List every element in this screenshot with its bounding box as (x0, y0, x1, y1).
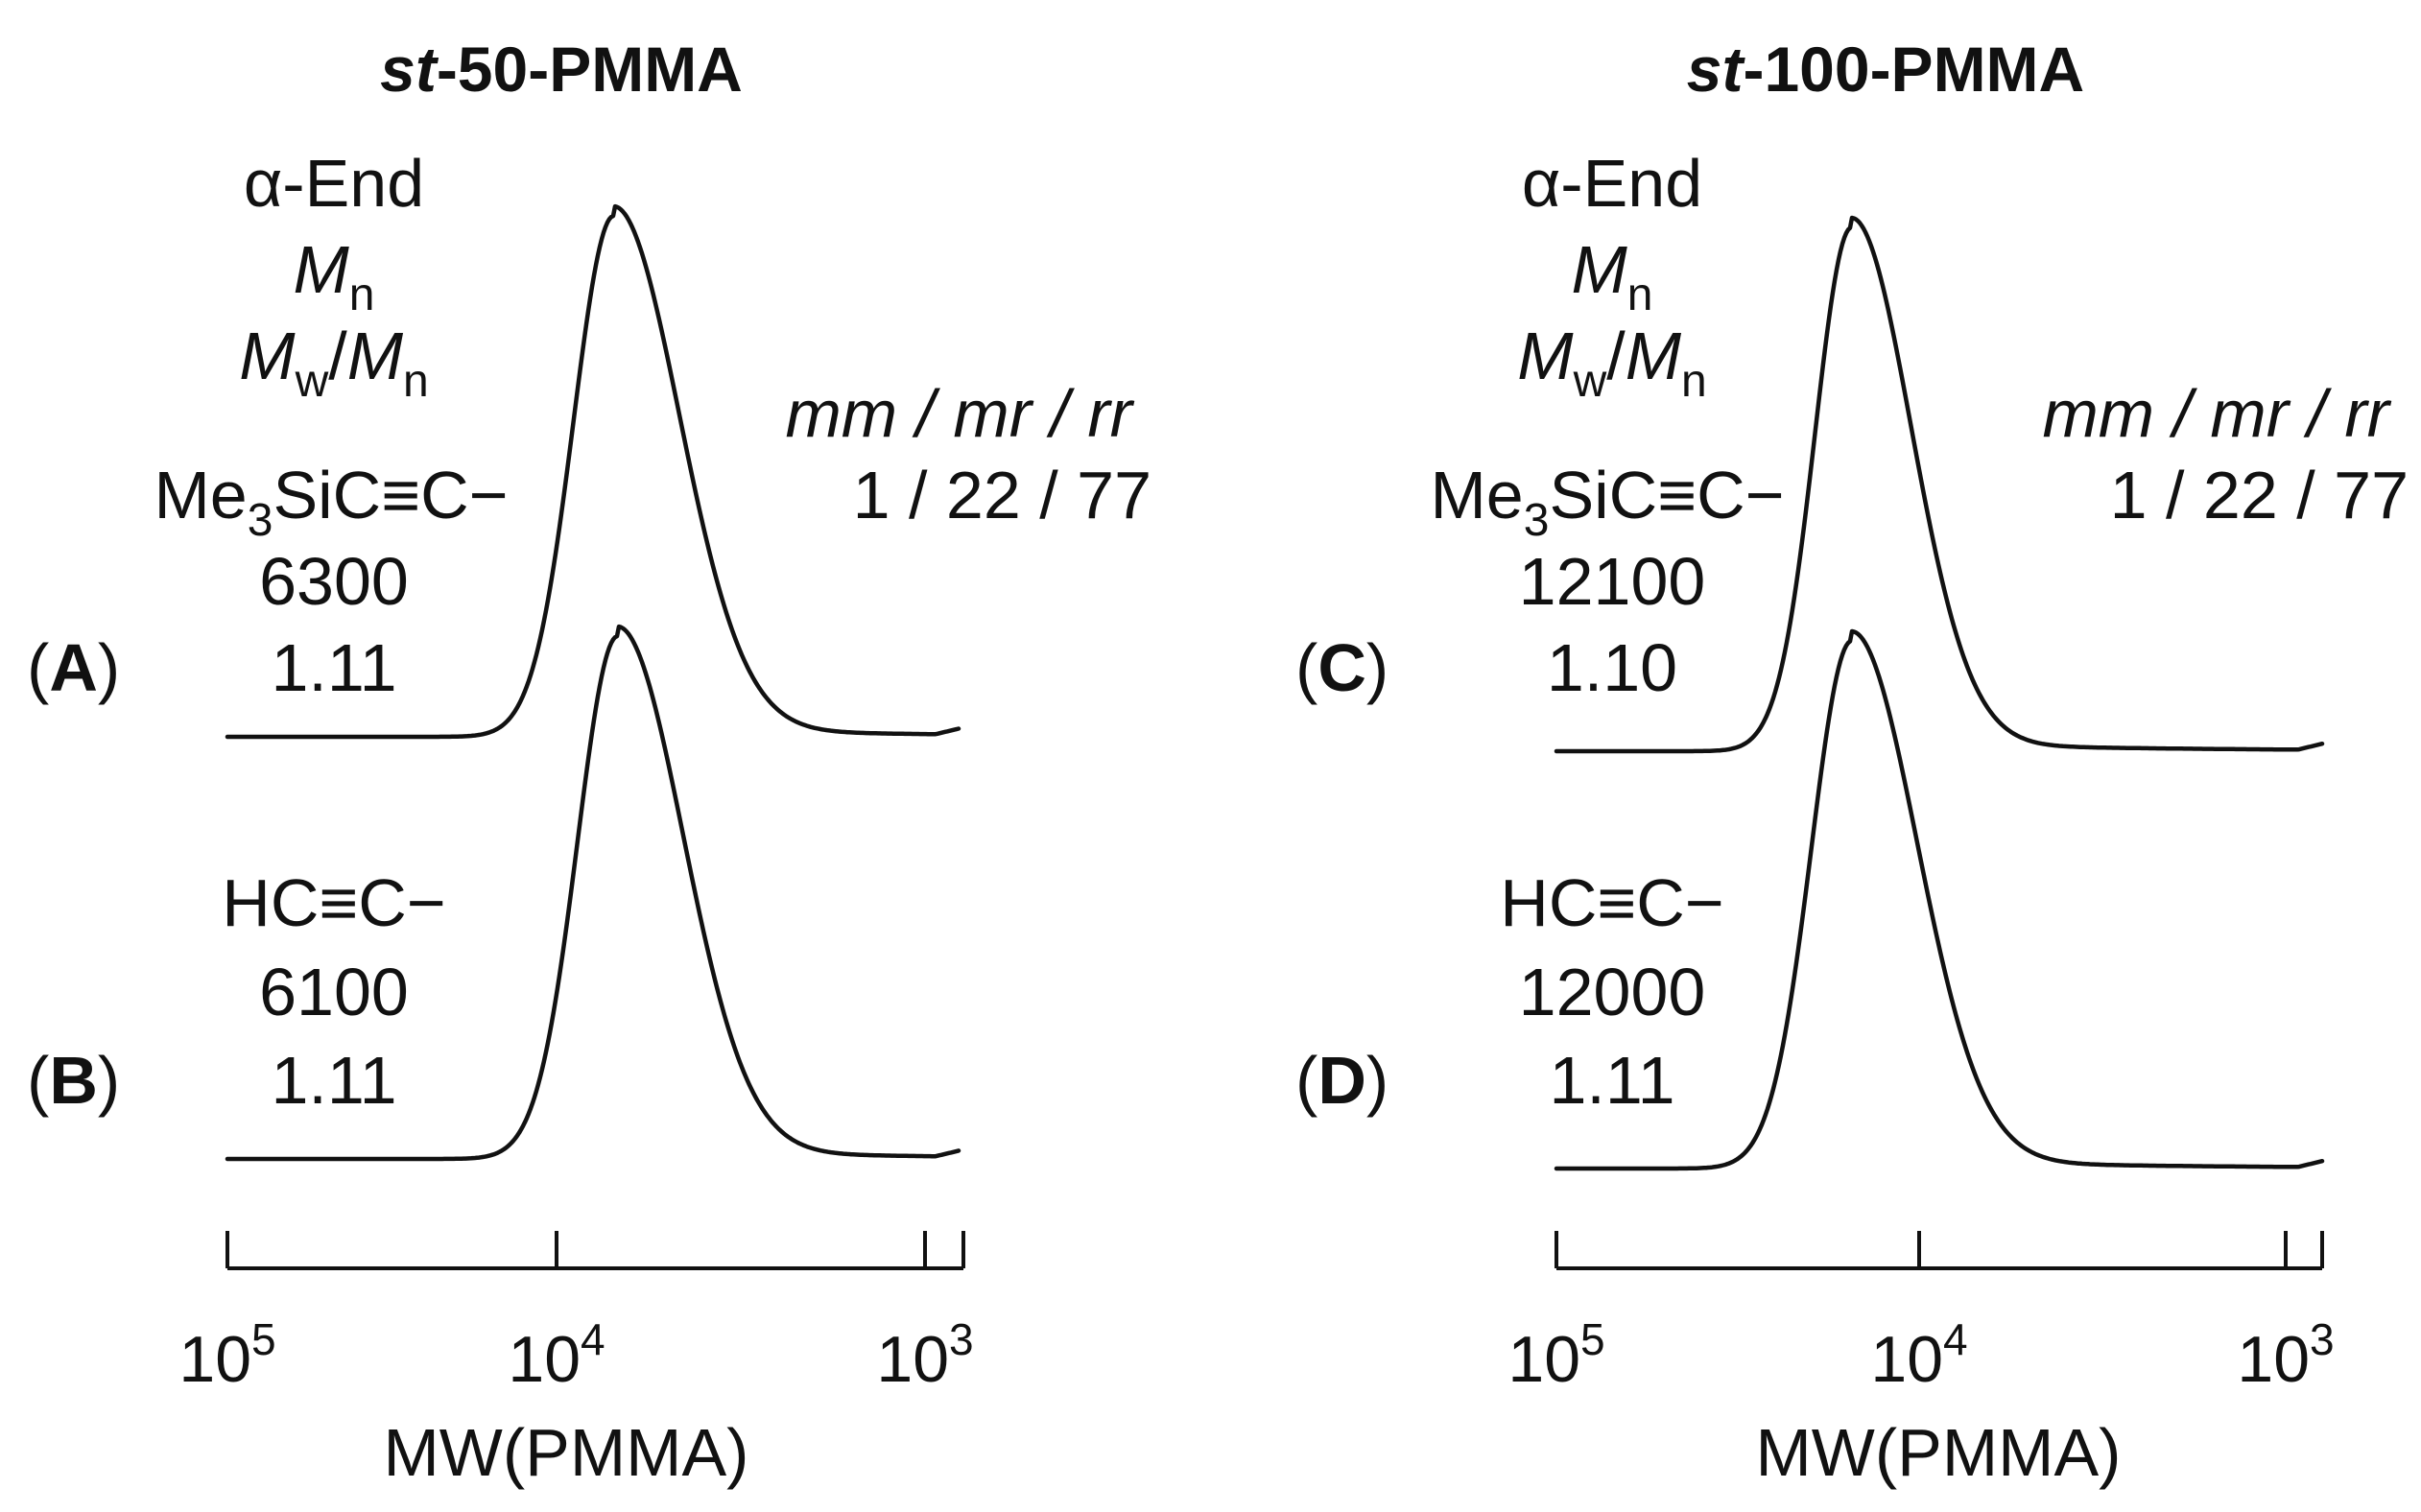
series-c-mn: 12100 (1519, 544, 1706, 619)
series-b-pdi: 1.11 (271, 1043, 396, 1118)
series-d-pdi: 1.11 (1549, 1043, 1674, 1118)
tacticity-values: 1 / 22 / 77 (2110, 458, 2409, 532)
panel-title: st-50-PMMA (380, 34, 743, 105)
series-b-alpha-end: HC≡C− (222, 865, 445, 940)
x-axis: 105 104 103 MW(PMMA) (1507, 1231, 2335, 1490)
x-tick-label-1e3: 103 (876, 1314, 973, 1396)
panel-st100: st-100-PMMA α-End Mn Mw/Mn Me3SiC≡C− 121… (1295, 34, 2409, 1490)
x-tick-label-1e5: 105 (178, 1314, 275, 1396)
alpha-end-header: α-End (244, 146, 424, 221)
tacticity-values: 1 / 22 / 77 (853, 458, 1151, 532)
tacticity-label: mm / mr / rr (785, 376, 1134, 451)
mn-header: Mn (293, 232, 374, 320)
series-c-trace (1554, 215, 2325, 754)
tacticity-label: mm / mr / rr (2042, 376, 2391, 451)
x-tick-label-1e4: 104 (1870, 1314, 1967, 1396)
panel-title: st-100-PMMA (1687, 34, 2084, 105)
series-c-label: (C) (1295, 630, 1389, 705)
series-a-alpha-end: Me3SiC≡C− (154, 458, 508, 546)
mwmn-header: Mw/Mn (1517, 319, 1706, 407)
series-b-mn: 6100 (259, 955, 409, 1029)
series-a-label: (A) (27, 630, 120, 705)
x-tick-label-1e4: 104 (508, 1314, 605, 1396)
series-a-pdi: 1.11 (271, 630, 396, 705)
series-c-pdi: 1.10 (1547, 630, 1677, 705)
series-b-label: (B) (27, 1043, 120, 1118)
panel-st50: st-50-PMMA α-End Mn Mw/Mn Me3SiC≡C− 6300… (27, 34, 1151, 1490)
x-axis-label: MW(PMMA) (383, 1415, 748, 1490)
x-tick-label-1e3: 103 (2237, 1314, 2334, 1396)
series-a-mn: 6300 (259, 544, 409, 619)
series-a-trace (225, 203, 961, 740)
series-d-mn: 12000 (1519, 955, 1706, 1029)
x-axis: 105 104 103 MW(PMMA) (178, 1231, 974, 1490)
x-tick-label-1e5: 105 (1507, 1314, 1604, 1396)
series-d-trace (1554, 628, 2325, 1171)
alpha-end-header: α-End (1522, 146, 1702, 221)
x-axis-label: MW(PMMA) (1755, 1415, 2121, 1490)
series-d-label: (D) (1295, 1043, 1389, 1118)
mn-header: Mn (1571, 232, 1652, 320)
mwmn-header: Mw/Mn (239, 319, 428, 407)
series-b-trace (225, 624, 961, 1162)
series-c-alpha-end: Me3SiC≡C− (1430, 458, 1784, 546)
series-d-alpha-end: HC≡C− (1500, 865, 1723, 940)
